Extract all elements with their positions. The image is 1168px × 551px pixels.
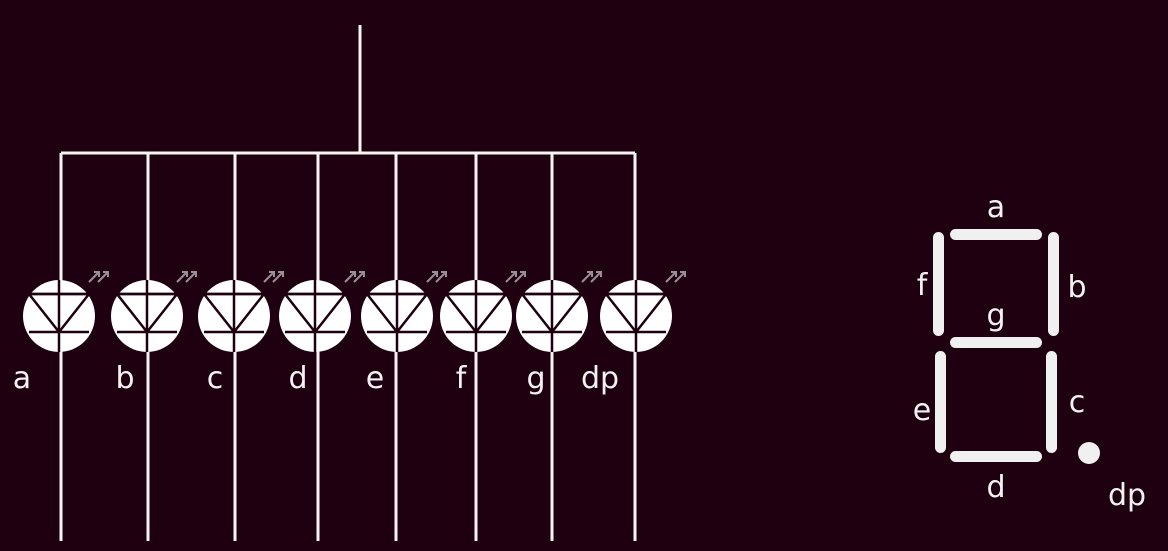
led-label-dp: dp [581,361,619,396]
segment-label-b: b [1067,270,1086,305]
diode-symbol-icon [26,280,92,352]
led-b-light-arrows [176,271,197,283]
common-wire [61,25,635,155]
led-label-b: b [115,361,134,396]
led-dp-light-arrows [665,271,686,283]
diode-symbol-icon [114,280,180,352]
segment-label-d: d [986,470,1005,505]
segment-label-a: a [987,190,1005,225]
segment-f [933,232,944,336]
led-dp: dp [581,153,686,541]
diode-symbol-icon [201,280,267,352]
segment-g [950,337,1042,348]
diode-symbol-icon [443,280,509,352]
segment-b [1048,232,1059,336]
decimal-point-label: dp [1108,478,1146,513]
diode-symbol-icon [603,280,669,352]
led-c-light-arrows [263,271,284,283]
led-label-a: a [13,361,31,396]
segment-label-e: e [913,393,931,428]
led-label-d: d [288,361,307,396]
led-d-light-arrows [344,271,365,283]
diode-symbol-icon [364,280,430,352]
led-d: d [279,153,365,541]
diode-symbol-icon [282,280,348,352]
led-label-g: g [526,361,545,396]
segment-c [1046,351,1057,453]
segment-a [950,229,1042,240]
led-array: a b c d e f g dp [13,153,686,541]
decimal-point [1078,442,1100,464]
led-g: g [516,153,602,541]
diode-symbol-icon [519,280,585,352]
seven-segment-display: a b c d e f g dp [913,190,1146,513]
segment-d [950,451,1042,462]
led-c: c [198,153,284,541]
segment-label-f: f [917,268,929,303]
led-a: a [13,153,109,541]
led-e: e [361,153,447,541]
led-b: b [111,153,197,541]
segment-e [935,351,946,453]
led-e-light-arrows [426,271,447,283]
segment-label-g: g [986,298,1005,333]
segment-label-c: c [1069,385,1086,420]
led-a-light-arrows [88,271,109,283]
led-f: f [440,153,526,541]
led-label-f: f [456,361,468,396]
led-g-light-arrows [581,271,602,283]
led-f-light-arrows [505,271,526,283]
led-label-e: e [366,361,384,396]
led-label-c: c [207,361,224,396]
